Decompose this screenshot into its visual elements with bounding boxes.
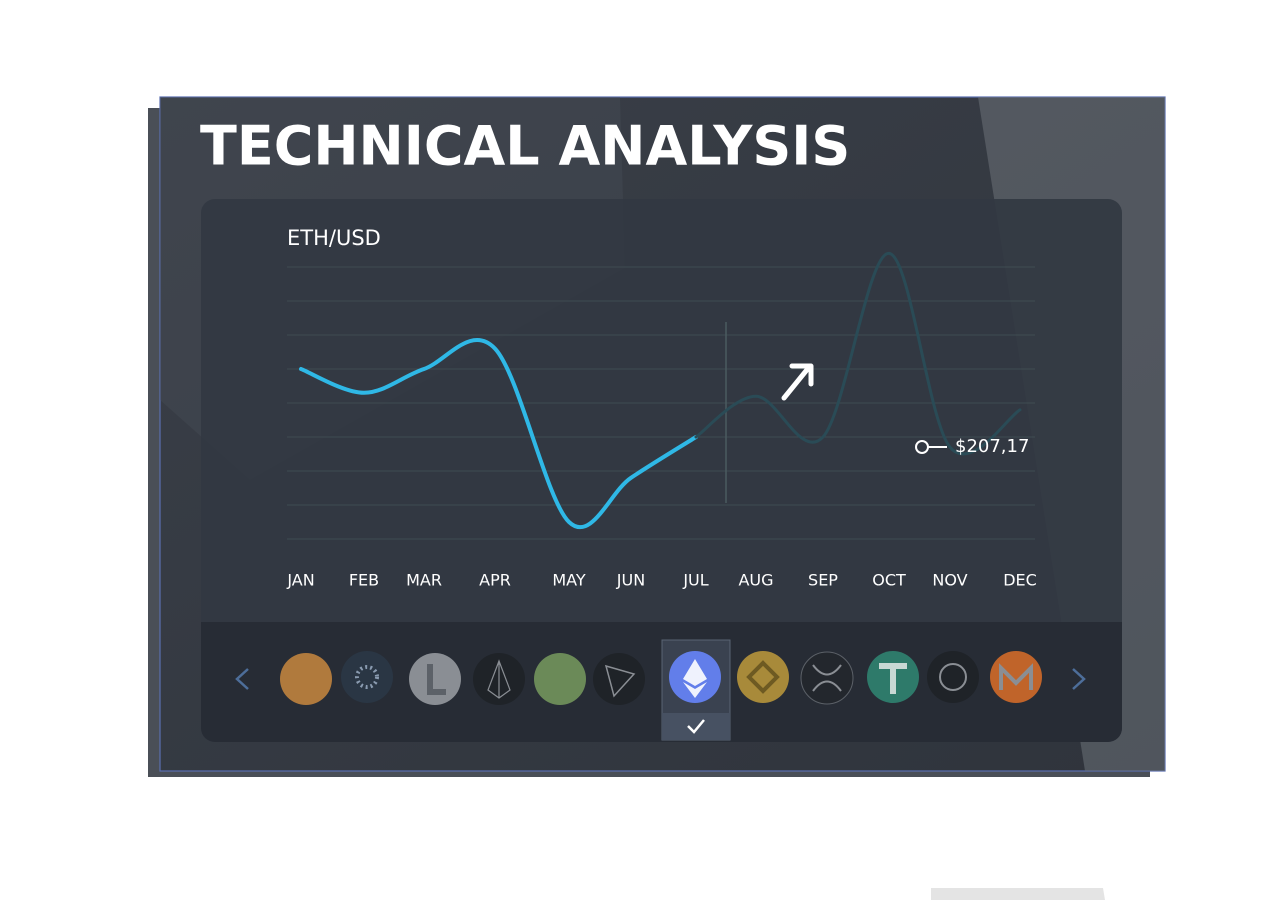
coin-icon[interactable] — [280, 653, 332, 705]
coin-icon[interactable] — [927, 651, 979, 703]
footer-shadow — [931, 888, 1105, 900]
coin-icon[interactable] — [341, 651, 393, 703]
price-label: $207,17 — [955, 436, 1029, 457]
x-tick-label: MAR — [406, 571, 442, 590]
trend-arrow — [781, 363, 814, 401]
x-tick-label: OCT — [872, 571, 906, 590]
check-mark — [687, 719, 705, 734]
x-tick-label: JAN — [286, 571, 314, 590]
next-button[interactable] — [1072, 668, 1086, 690]
page-title: TECHNICAL ANALYSIS — [200, 115, 850, 178]
x-tick-label: SEP — [808, 571, 838, 590]
coin-icon[interactable] — [409, 653, 461, 705]
x-tick-label: MAY — [552, 571, 586, 590]
coin-glyph — [879, 663, 907, 694]
x-tick-label: AUG — [738, 571, 773, 590]
plot — [299, 251, 1022, 530]
coin-icon[interactable] — [990, 651, 1042, 703]
x-tick-label: DEC — [1003, 571, 1037, 590]
coin-icon[interactable] — [800, 651, 854, 705]
coin-glyph — [939, 663, 967, 691]
coin-glyph — [427, 664, 446, 695]
coin-glyph — [487, 659, 511, 699]
coin-icon[interactable] — [737, 651, 789, 703]
x-tick-label: APR — [479, 571, 511, 590]
x-tick-label: JUN — [616, 571, 645, 590]
chart-title: ETH/USD — [287, 226, 381, 250]
x-tick-label: FEB — [349, 571, 379, 590]
x-tick-label: NOV — [932, 571, 967, 590]
prev-button[interactable] — [235, 668, 249, 690]
coin-glyph — [746, 660, 780, 694]
series-line — [694, 251, 1022, 456]
coin-glyph — [999, 663, 1033, 690]
coin-glyph — [604, 664, 636, 698]
x-tick-label: JUL — [682, 571, 708, 590]
coin-glyph — [683, 659, 707, 698]
coin-icon[interactable] — [534, 653, 586, 705]
coin-glyph — [355, 665, 379, 689]
coin-glyph — [812, 664, 842, 692]
grid — [287, 266, 1035, 540]
selected-check-bar — [662, 713, 730, 740]
coin-icon[interactable] — [593, 653, 645, 705]
coin-list — [280, 639, 1042, 741]
series-line — [299, 338, 698, 530]
